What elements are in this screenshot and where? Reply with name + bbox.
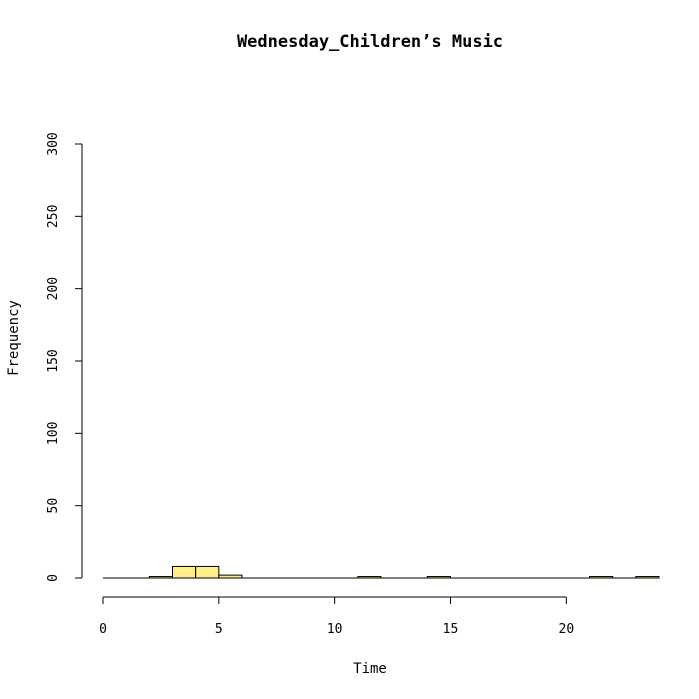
y-tick-label-0: 0 bbox=[46, 574, 61, 582]
y-tick-label-4: 200 bbox=[46, 277, 61, 300]
histogram-bars bbox=[103, 565, 660, 579]
x-tick-label-2: 10 bbox=[327, 622, 343, 637]
y-tick-label-2: 100 bbox=[46, 422, 61, 445]
histogram-bar-3 bbox=[172, 565, 197, 579]
y-tick-label-6: 300 bbox=[46, 132, 61, 155]
x-axis-label: Time bbox=[353, 661, 387, 677]
y-tick-label-3: 150 bbox=[46, 349, 61, 372]
y-axis-label: Frequency bbox=[6, 300, 22, 376]
y-axis: 0 50 100 150 200 250 300 bbox=[46, 132, 83, 582]
y-tick-label-1: 50 bbox=[46, 498, 61, 514]
x-tick-label-0: 0 bbox=[99, 622, 107, 637]
x-axis: 0 5 10 15 20 bbox=[99, 596, 575, 637]
x-tick-label-4: 20 bbox=[559, 622, 575, 637]
y-tick-label-5: 250 bbox=[46, 205, 61, 228]
chart-title: Wednesday_Children’s Music bbox=[237, 32, 503, 52]
x-tick-label-1: 5 bbox=[215, 622, 223, 637]
x-tick-label-3: 15 bbox=[443, 622, 459, 637]
histogram-bar-4 bbox=[195, 565, 220, 579]
